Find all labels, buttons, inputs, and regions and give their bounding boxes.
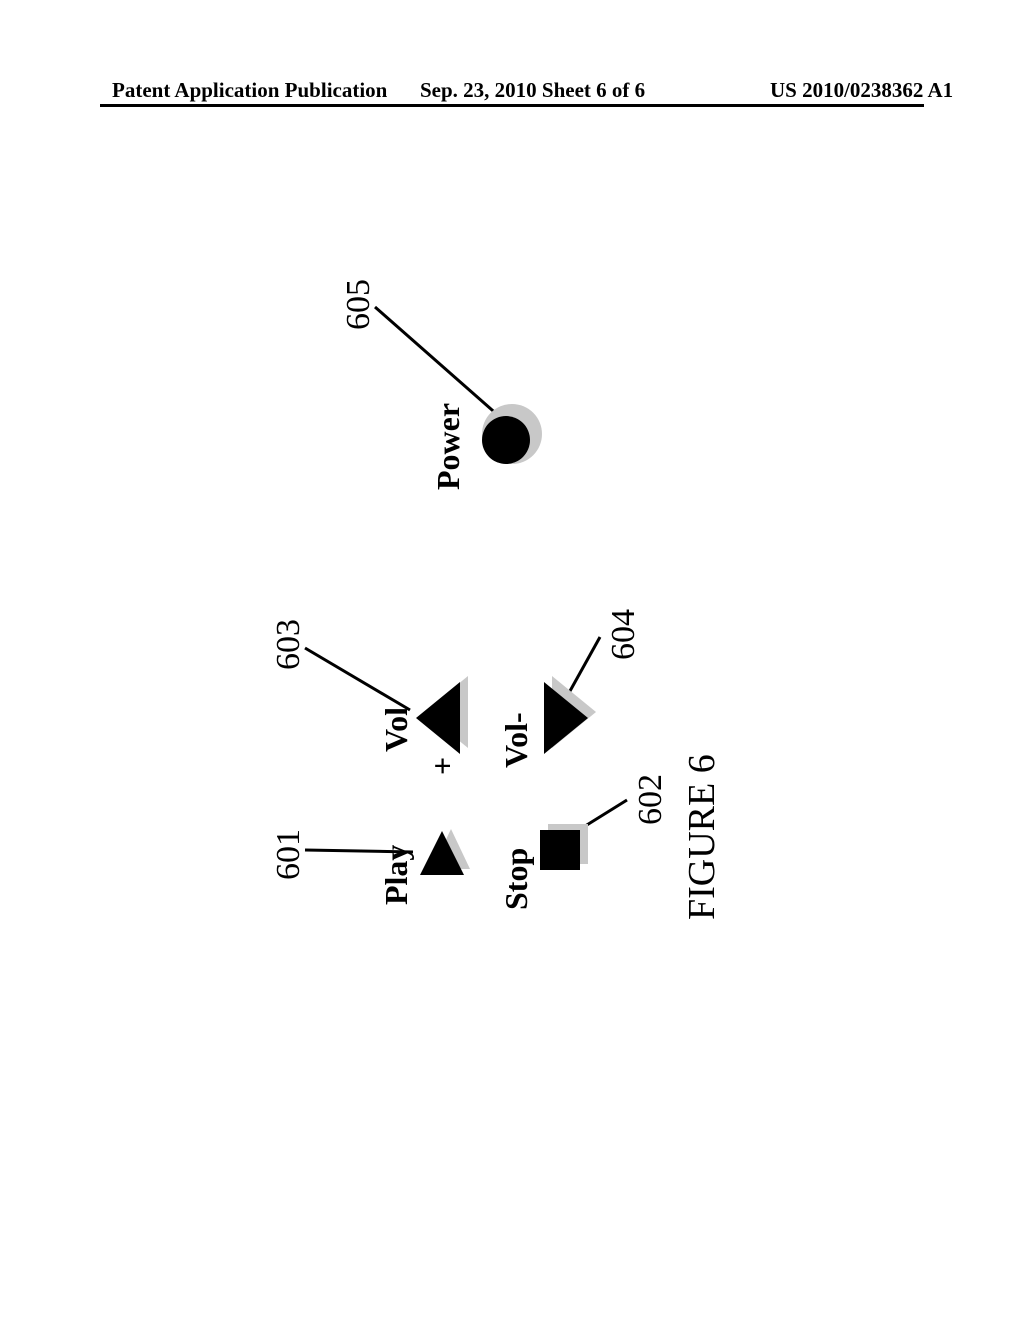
leader-lines (305, 307, 627, 852)
figure-caption: FIGURE 6 (680, 754, 724, 920)
power-icon (482, 404, 542, 464)
play-icon (420, 829, 470, 875)
leader-602 (582, 800, 627, 828)
header-center: Sep. 23, 2010 Sheet 6 of 6 (420, 78, 645, 103)
ref-602: 602 (632, 774, 670, 825)
leader-603 (305, 648, 410, 710)
vol-up-label-2: + (424, 757, 461, 775)
ref-603: 603 (270, 619, 308, 670)
vol-up-label-1: Vol (378, 707, 415, 752)
power-label: Power (430, 403, 467, 490)
ref-605: 605 (340, 279, 378, 330)
figure-6: Play Stop Vol + Vol- Power 601 602 603 6… (120, 200, 920, 1000)
ref-601: 601 (270, 829, 308, 880)
volume-down-icon (544, 676, 596, 754)
header-right: US 2010/0238362 A1 (770, 78, 953, 103)
header-left: Patent Application Publication (112, 78, 387, 103)
leader-604 (565, 637, 600, 700)
figure-wrap: Play Stop Vol + Vol- Power 601 602 603 6… (120, 200, 920, 1000)
volume-up-icon (416, 676, 468, 754)
page: Patent Application Publication Sep. 23, … (0, 0, 1024, 1320)
vol-down-label: Vol- (498, 712, 535, 768)
leader-605 (375, 307, 500, 417)
stop-label: Stop (498, 848, 535, 910)
stop-icon (540, 824, 588, 870)
play-label: Play (378, 845, 415, 905)
header-rule (100, 104, 924, 107)
ref-604: 604 (605, 609, 643, 660)
